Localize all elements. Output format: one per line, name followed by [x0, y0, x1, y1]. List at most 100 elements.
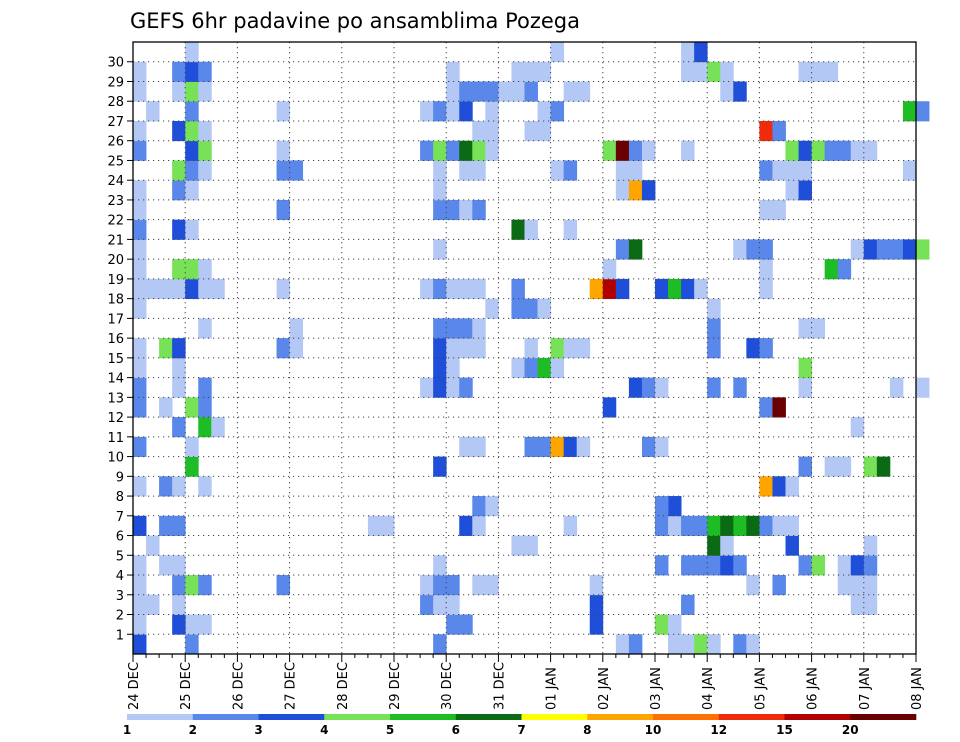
y-tick-label: 15	[107, 352, 124, 367]
heatmap-cell	[198, 61, 212, 82]
heatmap-cell	[185, 160, 199, 181]
heatmap-cell	[459, 101, 473, 122]
heatmap-cell	[459, 614, 473, 635]
heatmap-cell	[863, 575, 878, 596]
heatmap-cell	[655, 614, 669, 635]
heatmap-cell	[185, 436, 199, 457]
heatmap-cell	[563, 436, 578, 457]
heatmap-cell	[707, 555, 721, 576]
heatmap-cell	[785, 160, 799, 181]
colorbar-swatch	[850, 714, 917, 720]
heatmap-cell	[133, 555, 147, 576]
heatmap-cell	[759, 515, 773, 536]
heatmap-cell	[433, 575, 447, 596]
heatmap-cell	[759, 199, 773, 221]
x-tick-label: 26 DEC	[231, 662, 246, 710]
heatmap-cell	[537, 120, 551, 142]
heatmap-cell	[133, 436, 147, 457]
x-tick-label: 02 JAN	[597, 667, 612, 710]
heatmap-cell	[472, 160, 486, 181]
heatmap-cell	[759, 338, 773, 359]
heatmap-cell	[133, 199, 147, 221]
heatmap-cell	[798, 377, 812, 398]
heatmap-cell	[185, 61, 199, 82]
heatmap-cell	[420, 594, 434, 615]
heatmap-cell	[524, 219, 538, 240]
heatmap-cell	[707, 338, 721, 359]
heatmap-cell	[524, 338, 538, 359]
heatmap-cell	[720, 555, 734, 576]
heatmap-cell	[863, 140, 878, 161]
heatmap-cell	[198, 160, 212, 181]
y-tick-label: 6	[116, 530, 124, 545]
heatmap-cell	[446, 594, 460, 615]
heatmap-cell	[902, 101, 917, 122]
heatmap-cell	[133, 180, 147, 201]
heatmap-cell	[837, 555, 852, 576]
heatmap-cell	[746, 515, 760, 536]
y-axis-ticks: 1234567891011121314151617181920212223242…	[107, 56, 133, 643]
heatmap-cell	[433, 377, 447, 398]
colorbar-swatch	[653, 714, 720, 720]
heatmap-cell	[433, 278, 447, 300]
heatmap-cell	[798, 180, 812, 201]
heatmap-cell	[850, 575, 865, 596]
heatmap-cell	[133, 140, 147, 161]
y-tick-label: 18	[107, 293, 124, 308]
heatmap-cell	[759, 120, 773, 142]
y-tick-label: 2	[116, 609, 124, 624]
heatmap-cell	[876, 239, 891, 260]
x-tick-label: 01 JAN	[545, 667, 560, 710]
heatmap-cell	[420, 101, 434, 122]
x-tick-label: 03 JAN	[649, 667, 664, 710]
heatmap-cell	[759, 160, 773, 181]
heatmap-cell	[602, 278, 617, 300]
heatmap-cell	[211, 417, 225, 438]
y-tick-label: 13	[107, 391, 124, 406]
heatmap-cell	[198, 575, 212, 596]
heatmap-cells	[133, 42, 930, 655]
heatmap-cell	[628, 634, 643, 655]
heatmap-cell	[446, 377, 460, 398]
heatmap-cell	[681, 61, 695, 82]
heatmap-cell	[511, 535, 525, 556]
heatmap-cell	[759, 476, 773, 497]
heatmap-cell	[159, 476, 173, 497]
heatmap-cell	[172, 476, 186, 497]
heatmap-cell	[563, 338, 578, 359]
heatmap-cell	[185, 140, 199, 161]
heatmap-cell	[785, 140, 799, 161]
heatmap-cell	[185, 456, 199, 477]
y-tick-label: 22	[107, 214, 124, 229]
heatmap-cell	[289, 160, 304, 181]
heatmap-cell	[837, 575, 852, 596]
heatmap-cell	[172, 575, 186, 596]
y-tick-label: 11	[107, 431, 124, 446]
colorbar-swatch	[324, 714, 391, 720]
heatmap-cell	[720, 515, 734, 536]
heatmap-cell	[837, 140, 852, 161]
heatmap-cell	[446, 338, 460, 359]
colorbar-label: 8	[583, 723, 591, 737]
heatmap-cell	[628, 239, 643, 260]
heatmap-cell	[185, 614, 199, 635]
heatmap-cell	[198, 278, 212, 300]
heatmap-cell	[785, 515, 799, 536]
y-tick-label: 29	[107, 75, 124, 90]
heatmap-cell	[628, 180, 643, 201]
heatmap-cell	[446, 318, 460, 339]
heatmap-cell	[550, 357, 565, 379]
heatmap-cell	[694, 278, 708, 300]
heatmap-cell	[133, 298, 147, 319]
heatmap-cell	[837, 456, 852, 477]
heatmap-cell	[459, 377, 473, 398]
x-tick-label: 31 DEC	[492, 662, 507, 710]
heatmap-cell	[446, 575, 460, 596]
y-tick-label: 8	[116, 490, 124, 505]
heatmap-cell	[824, 456, 839, 477]
heatmap-cell	[472, 436, 486, 457]
heatmap-cell	[772, 160, 786, 181]
x-tick-label: 07 JAN	[858, 667, 873, 710]
heatmap-cell	[172, 515, 186, 536]
